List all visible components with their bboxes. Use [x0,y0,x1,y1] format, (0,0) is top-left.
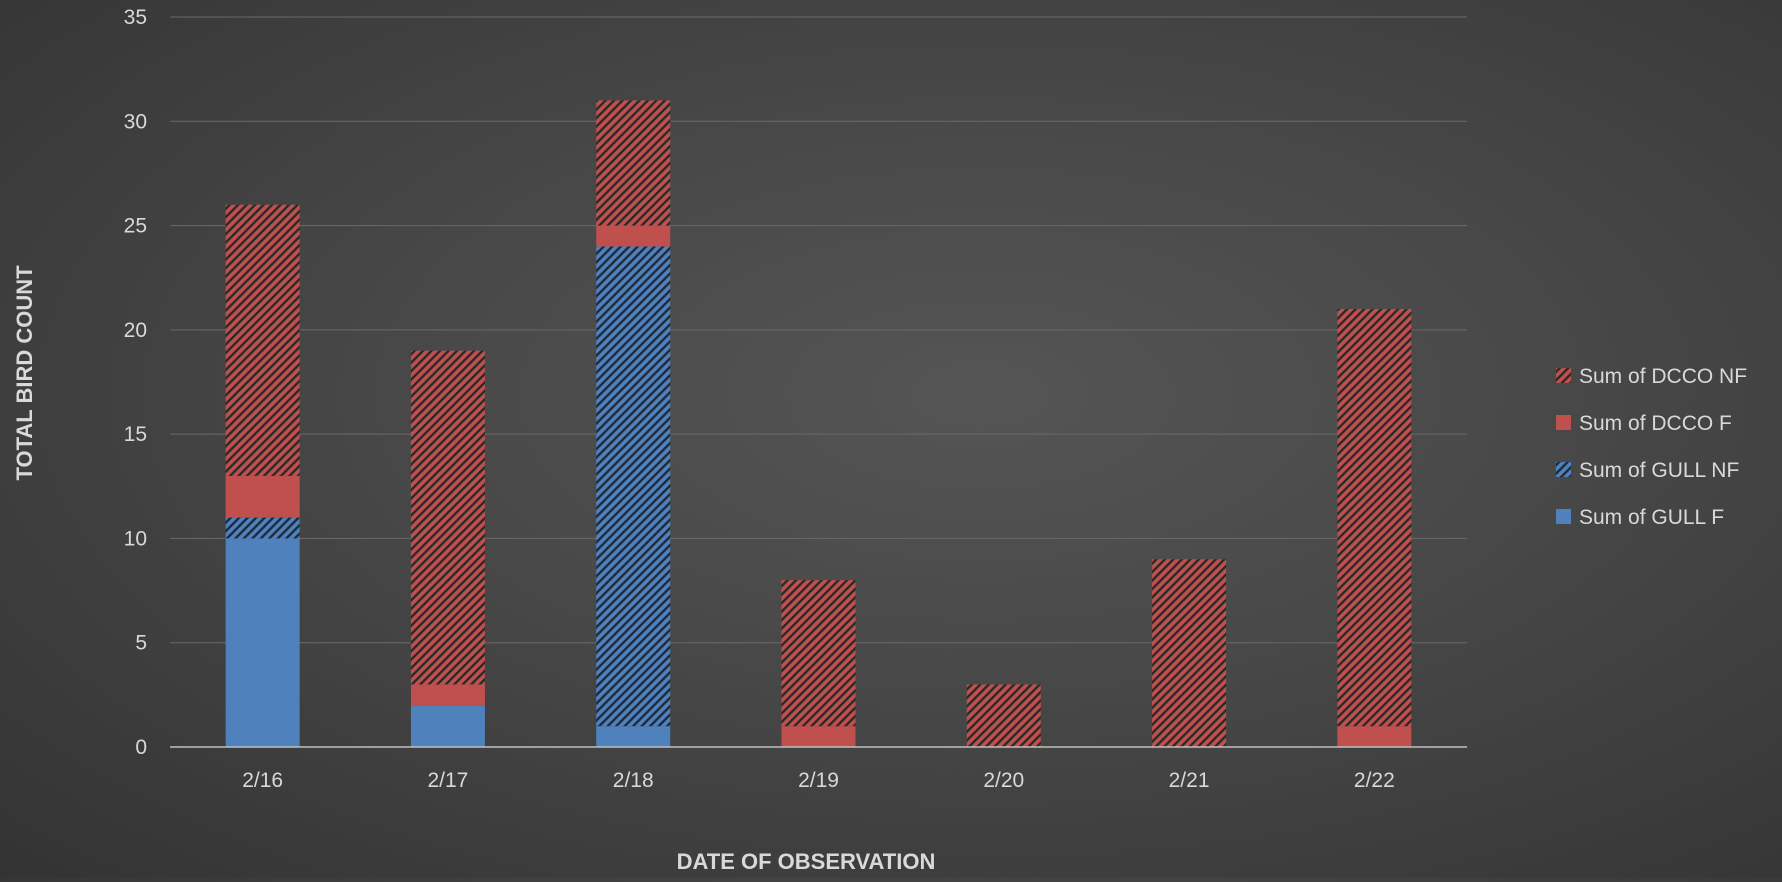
bar-segment-sum-of-gull-f [410,705,485,747]
y-axis-title: TOTAL BIRD COUNT [12,265,37,481]
bar-segment-sum-of-dcco-f [596,225,671,247]
x-tick-label: 2/21 [1169,769,1210,792]
bar-segment-sum-of-dcco-nf [225,204,300,476]
y-tick-label: 35 [124,6,147,29]
legend-swatch [1556,415,1571,430]
legend: Sum of DCCO NF Sum of DCCO F Sum of GULL N… [1556,365,1747,529]
legend-label: Sum of DCCO F [1579,412,1732,435]
legend-label: Sum of GULL NF [1579,459,1739,482]
legend-swatch [1556,509,1571,524]
x-tick-label: 2/19 [798,769,839,792]
y-tick-label: 30 [124,110,147,133]
bars [225,100,1412,747]
legend-swatch [1556,368,1571,383]
x-tick-label: 2/18 [613,769,654,792]
x-tick-label: 2/20 [983,769,1024,792]
bar-segment-sum-of-dcco-nf [596,100,671,226]
x-axis-title: DATE OF OBSERVATION [677,849,936,874]
y-tick-label: 5 [135,632,147,655]
bar-segment-sum-of-dcco-nf [410,350,485,685]
y-tick-label: 0 [135,736,147,759]
bar-segment-sum-of-gull-nf [596,246,671,727]
y-tick-label: 20 [124,319,147,342]
y-tick-label: 25 [124,215,147,238]
legend-swatch [1556,462,1571,477]
legend-label: Sum of GULL F [1579,506,1724,529]
bar-segment-sum-of-dcco-f [225,475,300,518]
x-tick-label: 2/16 [242,769,283,792]
x-tick-label: 2/17 [427,769,468,792]
bar-segment-sum-of-gull-f [225,538,300,747]
bar-segment-sum-of-gull-f [596,726,671,747]
bar-segment-sum-of-dcco-f [781,726,856,747]
axes: 0 5 10 15 20 25 30 35 2/16 2/17 2/18 2/19 2/20 2/21 2/… [124,6,1467,792]
y-tick-label: 10 [124,527,147,550]
bar-segment-sum-of-dcco-f [410,684,485,706]
bar-segment-sum-of-dcco-f [1337,726,1412,747]
bar-segment-sum-of-dcco-nf [1152,559,1227,747]
bar-segment-sum-of-dcco-nf [781,580,856,727]
bar-segment-sum-of-gull-nf [225,517,300,539]
legend-label: Sum of DCCO NF [1579,365,1747,388]
bar-segment-sum-of-dcco-nf [1337,309,1412,727]
y-tick-label: 15 [124,423,147,446]
gridlines [170,16,1467,644]
x-tick-label: 2/22 [1354,769,1395,792]
bar-segment-sum-of-dcco-nf [966,684,1041,747]
